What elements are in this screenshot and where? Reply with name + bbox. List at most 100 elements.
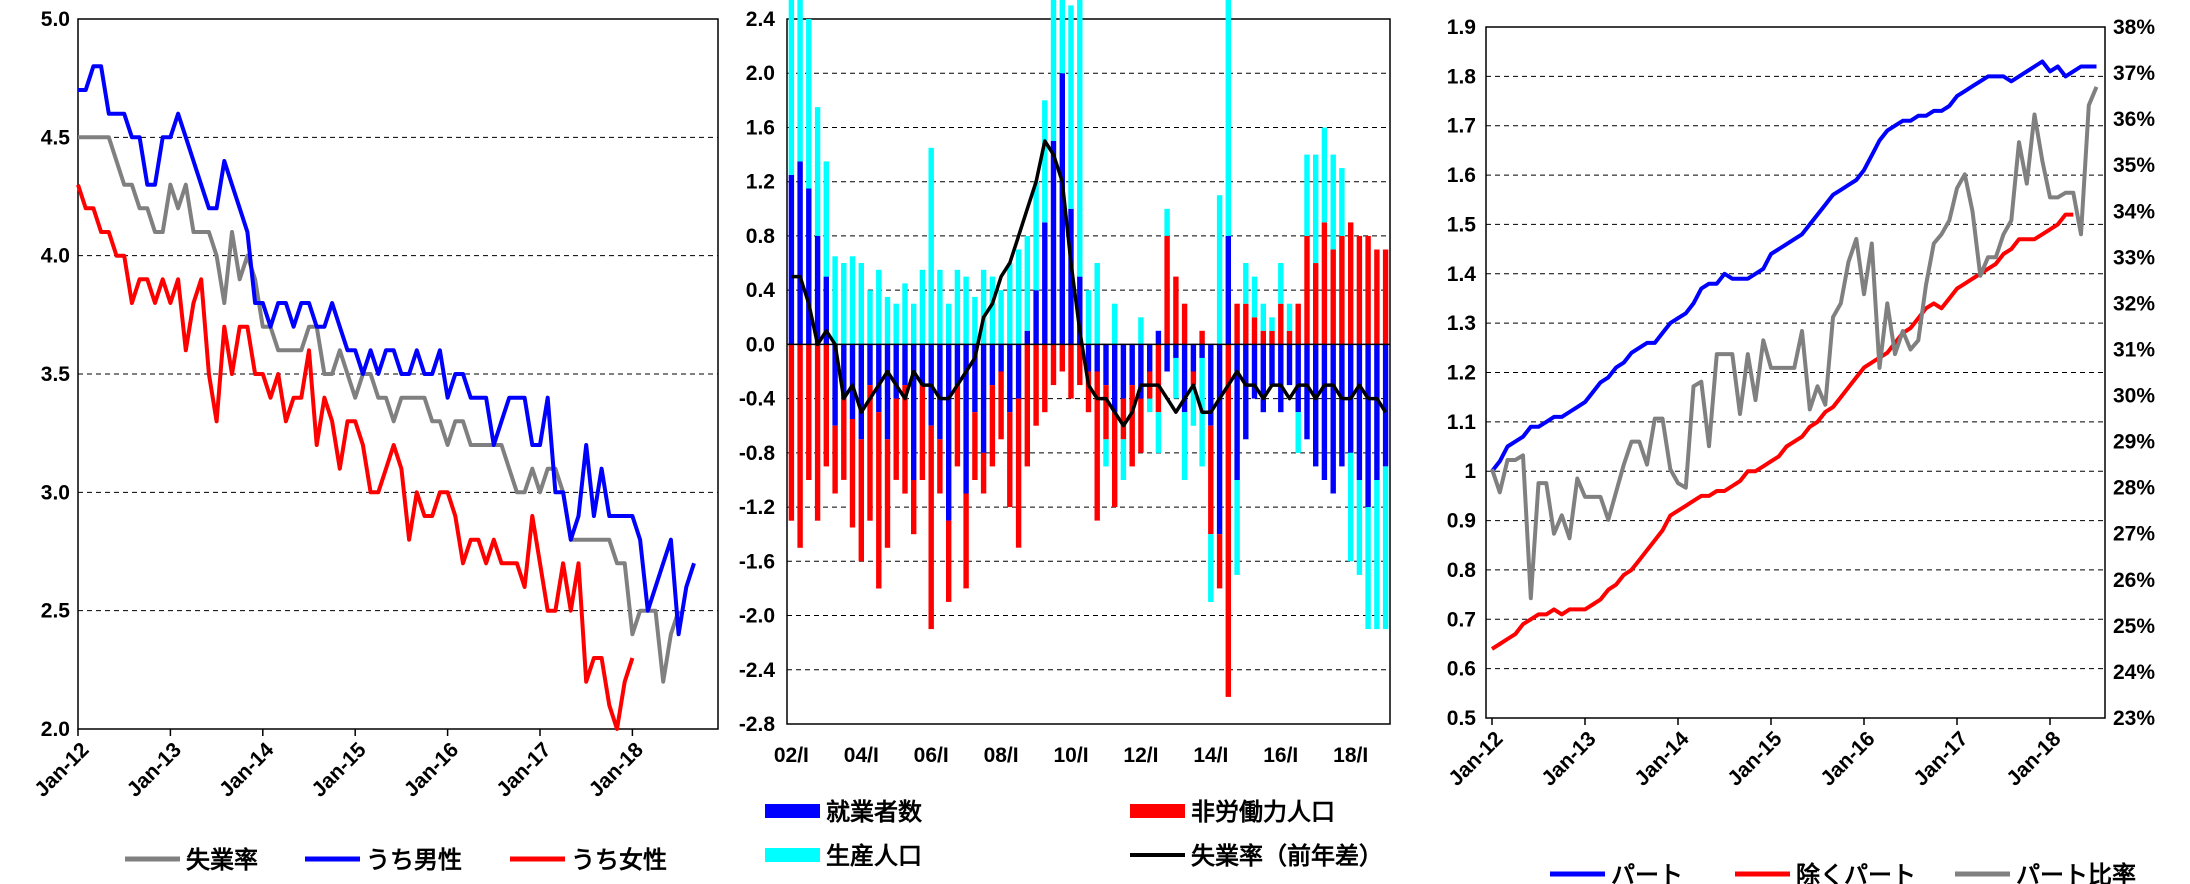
bar-segment	[981, 344, 986, 453]
bar-segment	[1130, 344, 1135, 385]
bar-segment	[1051, 141, 1056, 344]
bar-segment	[885, 297, 890, 345]
bar-segment	[1217, 344, 1222, 534]
bar-segment	[1226, 0, 1231, 236]
bar-segment	[850, 419, 855, 528]
bar-segment	[1060, 0, 1065, 73]
bar-segment	[1269, 317, 1274, 331]
bar-segment	[1208, 534, 1213, 602]
bar-segment	[1121, 439, 1126, 480]
bar-segment	[832, 256, 837, 344]
bar-segment	[867, 290, 872, 344]
bar-segment	[1007, 263, 1012, 344]
y-tick-label: -0.8	[739, 442, 776, 465]
bar-segment	[1156, 412, 1161, 453]
y-tick-label: 1.9	[1447, 16, 1476, 39]
bar-segment	[1060, 344, 1065, 371]
x-tick-label: Jan-16	[400, 738, 463, 801]
y-tick-label: 1.3	[1447, 312, 1476, 335]
bar-segment	[1042, 222, 1047, 344]
x-tick-label: 04/I	[844, 744, 879, 767]
x-tick-label: Jan-12	[1444, 727, 1507, 790]
bar-segment	[789, 344, 794, 520]
bar-segment	[1112, 412, 1117, 507]
bar-segment	[1147, 344, 1152, 371]
legend-label-working-age-population: 生産人口	[826, 842, 922, 870]
legend-panel-1: 失業率 うち男性 うち女性	[125, 846, 667, 874]
bar-segment	[1252, 317, 1257, 344]
bar-segment	[1313, 155, 1318, 264]
y-tick-label: 1.6	[1447, 164, 1476, 187]
y-tick-label: 3.5	[41, 363, 71, 386]
bar-segment	[1234, 304, 1239, 345]
chart-panel-labor-decomposition: 2.4 2.0 1.6 1.2 0.8 0.4 0.0 -0.4 -0.8 -1.2 -1.6 -2.…	[739, 0, 1390, 767]
x-tick-label: Jan-14	[215, 738, 279, 802]
bar-segment	[963, 277, 968, 345]
bar-segment	[1313, 263, 1318, 344]
bar-segment	[1278, 304, 1283, 345]
legend-panel-2: 就業者数 非労働力人口 生産人口 失業率（前年差）	[765, 798, 1383, 870]
bar-segment	[1121, 399, 1126, 440]
y-tick-label: 1.1	[1447, 411, 1477, 434]
bar-segment	[1016, 344, 1021, 398]
bar-segment	[1331, 344, 1336, 493]
bar-segment	[1304, 236, 1309, 345]
bar-segment	[832, 426, 837, 494]
bar-segment	[1182, 412, 1187, 480]
y2-tick-label: 35%	[2113, 154, 2155, 177]
y2-tick-label: 33%	[2113, 246, 2155, 269]
bar-segment	[990, 344, 995, 385]
bar-segment	[789, 175, 794, 345]
y2-tick-label: 27%	[2113, 523, 2155, 546]
y-tick-label: 0.8	[746, 225, 776, 248]
bar-segment	[1304, 155, 1309, 236]
bar-segment	[937, 270, 942, 345]
bar-segment	[1156, 331, 1161, 345]
bar-segment	[1261, 304, 1266, 331]
bar-segment	[1243, 304, 1248, 345]
bar-segment	[1252, 277, 1257, 318]
y-tick-label: 4.5	[41, 126, 71, 149]
x-tick-label: Jan-12	[30, 738, 93, 801]
bar-segment	[902, 385, 907, 494]
bar-segment	[929, 148, 934, 345]
y2-tick-label: 34%	[2113, 200, 2155, 223]
bar-segment	[1269, 331, 1274, 345]
bar-segment	[1383, 466, 1388, 629]
bar-segment	[1348, 222, 1353, 344]
bar-segment	[1296, 412, 1301, 453]
x-tick-label: Jan-17	[492, 738, 555, 801]
bar-segment	[1226, 344, 1231, 697]
bar-segment	[797, 161, 802, 344]
bar-segment	[797, 344, 802, 547]
bar-segment	[998, 372, 1003, 440]
bar-segment	[920, 385, 925, 480]
bar-segment	[1304, 344, 1309, 439]
bar-segment	[859, 439, 864, 561]
bar-segment	[1339, 168, 1344, 236]
bar-segment	[1243, 344, 1248, 439]
bar-segment	[1313, 344, 1318, 466]
x-tick-label: Jan-15	[307, 738, 371, 802]
bar-segment	[867, 344, 872, 385]
bar-segment	[806, 344, 811, 480]
legend-label-non-labor-force: 非労働力人口	[1191, 798, 1335, 826]
y2-tick-label: 23%	[2113, 707, 2155, 730]
bar-segment	[1199, 344, 1204, 358]
x-tick-label: 12/I	[1123, 744, 1158, 767]
bar-segment	[1243, 263, 1248, 304]
bar-segment	[1383, 250, 1388, 345]
y-tick-label: 1	[1464, 460, 1476, 483]
bar-segment	[1357, 236, 1362, 345]
bar-segment	[911, 480, 916, 534]
y-tick-label: 0.9	[1447, 510, 1476, 533]
bar-segment	[1025, 331, 1030, 345]
bar-segment	[806, 19, 811, 189]
y-tick-label: 1.6	[746, 116, 775, 139]
bar-segment	[1261, 344, 1266, 412]
bar-segment	[946, 304, 951, 345]
bar-segment	[1261, 331, 1266, 345]
bar-segment	[1322, 222, 1327, 344]
